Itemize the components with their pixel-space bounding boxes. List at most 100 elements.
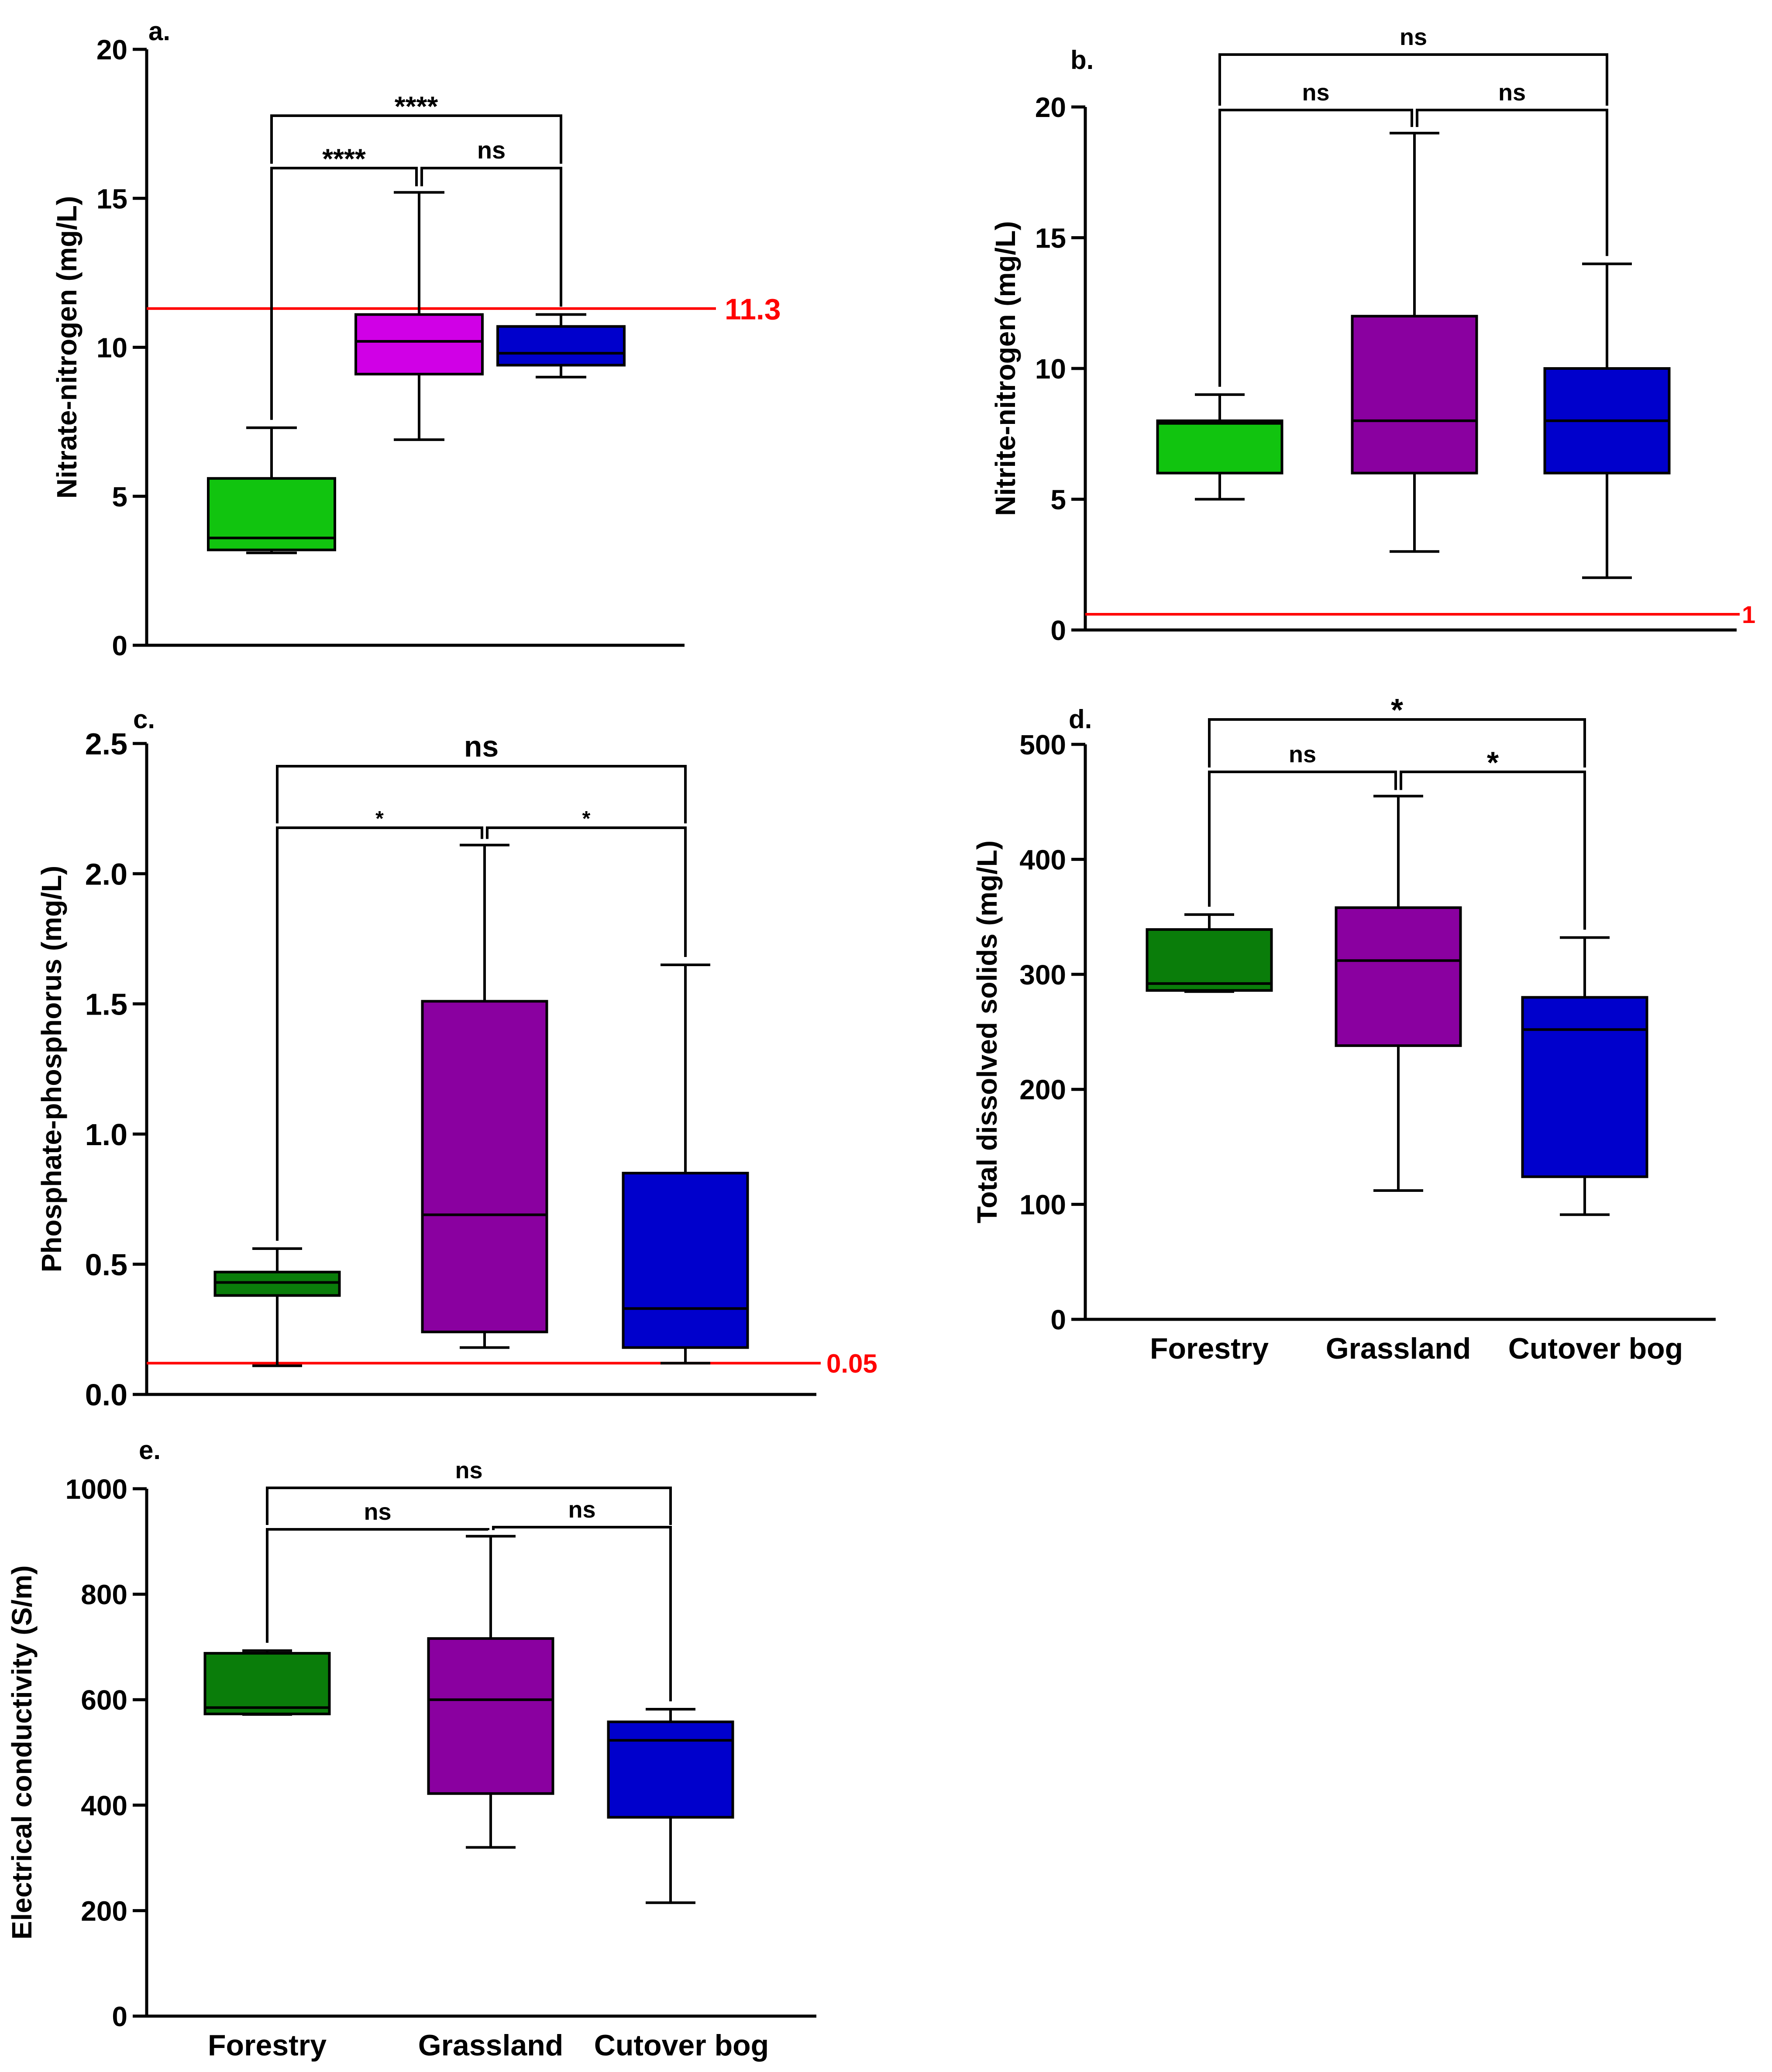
iqr-box <box>607 1720 734 1819</box>
panel-e: e. 0 200 400 600 800 1000 Electrical conductivi… <box>6 1435 816 2062</box>
box-cutover-bog <box>1543 262 1671 579</box>
box-forestry <box>203 1649 331 1716</box>
iqr-box <box>1521 996 1648 1178</box>
significance-bracket <box>266 1528 489 1643</box>
y-tick-label: 600 <box>81 1684 127 1716</box>
panel-label: e. <box>139 1435 161 1465</box>
panel-label: c. <box>133 705 155 734</box>
significance-label: ns <box>1302 79 1329 106</box>
y-tick-label: 100 <box>1019 1189 1066 1221</box>
y-tick-label: 20 <box>1035 92 1066 123</box>
significance-label: ns <box>1400 24 1427 50</box>
y-tick-label: 1.5 <box>85 988 127 1022</box>
significance-bracket <box>486 826 687 957</box>
x-tick-label: Cutover bog <box>594 2029 769 2062</box>
y-tick-label: 500 <box>1019 729 1066 761</box>
y-tick-label: 0 <box>1050 615 1066 646</box>
y-tick-label: 1000 <box>65 1473 127 1505</box>
significance-label: ns <box>568 1497 595 1523</box>
significance-bracket <box>270 167 418 420</box>
y-tick-label: 800 <box>81 1579 127 1611</box>
box-cutover-bog <box>622 963 749 1365</box>
y-axis-title: Phosphate-phosphorus (mg/L) <box>36 866 67 1273</box>
panel-c: c. 0.0 0.5 1.0 1.5 2.0 2.5 Phosphate-phosphorus… <box>36 705 877 1412</box>
iqr-box <box>354 313 484 375</box>
y-tick-label: 0.0 <box>85 1378 127 1412</box>
y-axis-title: Total dissolved solids (mg/L) <box>971 840 1003 1223</box>
box-forestry <box>1156 393 1283 501</box>
y-tick-label: 0 <box>112 2001 127 2032</box>
significance-label: * <box>582 807 591 830</box>
y-tick-label: 15 <box>96 183 127 214</box>
significance-label: ns <box>364 1499 391 1525</box>
iqr-box <box>1146 928 1273 992</box>
significance-label: ns <box>455 1457 482 1483</box>
box-grassland <box>421 843 548 1349</box>
significance-bracket <box>270 114 562 164</box>
significance-label: ns <box>464 730 499 763</box>
significance-bracket <box>266 1487 672 1525</box>
x-tick-label: Cutover bog <box>1508 1332 1683 1365</box>
iqr-box <box>1335 906 1462 1047</box>
box-forestry <box>1146 913 1273 993</box>
y-axis-title: Nitrate-nitrogen (mg/L) <box>51 196 83 499</box>
panel-b: b. 0 5 10 15 20 Nitrite-nitrogen (mg/L) 1 ns ns ns <box>990 24 1755 646</box>
y-tick-label: 1.0 <box>85 1118 127 1152</box>
significance-label: * <box>375 807 384 830</box>
y-axis-title: Nitrite-nitrogen (mg/L) <box>990 221 1021 516</box>
y-tick-label: 400 <box>81 1790 127 1821</box>
y-tick-label: 0 <box>1050 1304 1066 1335</box>
threshold-label: 0.05 <box>826 1349 877 1378</box>
y-axis-title: Electrical conductivity (S/m) <box>6 1565 38 1939</box>
y-tick-label: 300 <box>1019 959 1066 991</box>
significance-label: **** <box>322 143 366 174</box>
iqr-box <box>1351 315 1478 475</box>
significance-label: ns <box>1289 741 1316 768</box>
iqr-box <box>421 1000 548 1333</box>
box-forestry <box>213 1247 341 1367</box>
y-tick-label: 5 <box>1050 484 1066 516</box>
significance-bracket <box>276 826 483 1241</box>
box-grassland <box>354 191 484 441</box>
panel-label: a. <box>148 17 170 46</box>
threshold-label: 1 <box>1742 601 1755 628</box>
iqr-box <box>203 1652 331 1715</box>
significance-bracket <box>1416 109 1608 256</box>
significance-bracket <box>1218 109 1413 387</box>
y-tick-label: 2.0 <box>85 857 127 891</box>
x-tick-label: Grassland <box>418 2029 564 2062</box>
significance-label: ns <box>1498 79 1526 106</box>
iqr-box <box>496 325 626 367</box>
y-tick-label: 10 <box>1035 353 1066 385</box>
iqr-box <box>1156 419 1283 475</box>
significance-label: **** <box>395 90 438 122</box>
box-grassland <box>1335 795 1462 1192</box>
box-forestry <box>207 426 336 554</box>
significance-bracket <box>492 1526 672 1701</box>
y-tick-label: 200 <box>1019 1074 1066 1105</box>
significance-bracket <box>1208 718 1586 768</box>
box-cutover-bog <box>1521 936 1648 1216</box>
panel-a: a. 0 5 10 15 20 Nitrate-nitrogen (mg/L) 11.3 ***… <box>51 17 781 661</box>
box-cutover-bog <box>607 1707 734 1904</box>
x-tick-label: Forestry <box>208 2029 327 2062</box>
threshold-label: 11.3 <box>725 293 781 326</box>
panel-label: d. <box>1069 705 1092 734</box>
significance-bracket <box>1208 771 1397 907</box>
y-tick-label: 2.5 <box>85 727 127 761</box>
y-tick-label: 0 <box>112 630 127 661</box>
box-grassland <box>427 1535 554 1849</box>
significance-label: * <box>1391 693 1403 728</box>
y-tick-label: 200 <box>81 1895 127 1927</box>
y-tick-label: 0.5 <box>85 1248 127 1282</box>
box-cutover-bog <box>496 313 626 379</box>
significance-label: ns <box>477 136 506 164</box>
x-tick-label: Grassland <box>1326 1332 1471 1365</box>
y-tick-label: 5 <box>112 481 127 513</box>
panel-label: b. <box>1070 45 1094 75</box>
x-tick-label: Forestry <box>1150 1332 1269 1365</box>
iqr-box <box>622 1172 749 1349</box>
iqr-box <box>427 1637 554 1795</box>
box-grassland <box>1351 131 1478 553</box>
